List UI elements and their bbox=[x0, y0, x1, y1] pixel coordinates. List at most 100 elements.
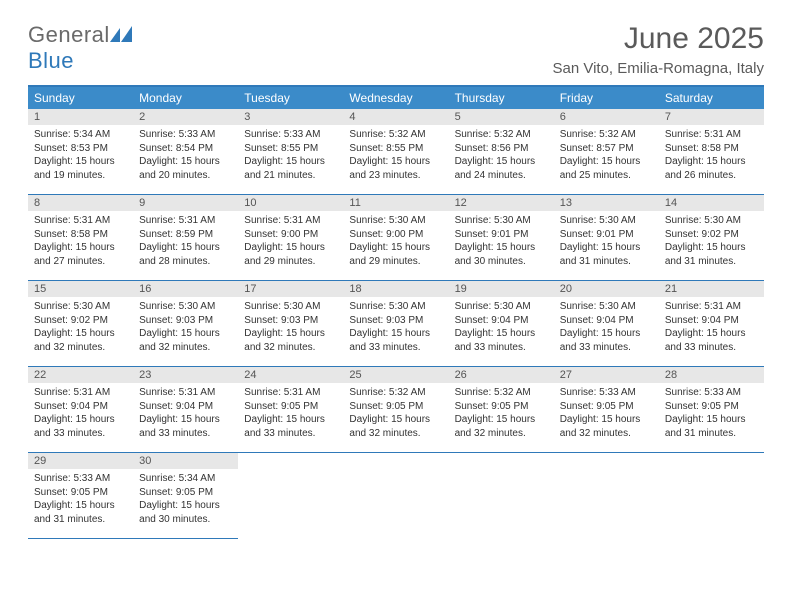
sunrise-line: Sunrise: 5:31 AM bbox=[139, 386, 232, 400]
logo-text: GeneralBlue bbox=[28, 22, 134, 74]
day-info: Sunrise: 5:32 AMSunset: 9:05 PMDaylight:… bbox=[449, 383, 554, 446]
day-number: 25 bbox=[343, 367, 448, 383]
calendar-cell: 4Sunrise: 5:32 AMSunset: 8:55 PMDaylight… bbox=[343, 109, 448, 195]
day-info: Sunrise: 5:32 AMSunset: 8:55 PMDaylight:… bbox=[343, 125, 448, 188]
daylight-line: Daylight: 15 hours and 33 minutes. bbox=[560, 327, 653, 354]
day-info: Sunrise: 5:30 AMSunset: 9:04 PMDaylight:… bbox=[449, 297, 554, 360]
daylight-line: Daylight: 15 hours and 26 minutes. bbox=[665, 155, 758, 182]
day-info: Sunrise: 5:32 AMSunset: 8:56 PMDaylight:… bbox=[449, 125, 554, 188]
sunset-line: Sunset: 9:05 PM bbox=[34, 486, 127, 500]
day-number: 9 bbox=[133, 195, 238, 211]
sunset-line: Sunset: 9:04 PM bbox=[34, 400, 127, 414]
calendar-cell: 27Sunrise: 5:33 AMSunset: 9:05 PMDayligh… bbox=[554, 367, 659, 453]
sunrise-line: Sunrise: 5:30 AM bbox=[139, 300, 232, 314]
sunrise-line: Sunrise: 5:32 AM bbox=[349, 128, 442, 142]
day-number: 18 bbox=[343, 281, 448, 297]
sunset-line: Sunset: 8:55 PM bbox=[349, 142, 442, 156]
sunrise-line: Sunrise: 5:32 AM bbox=[560, 128, 653, 142]
day-number: 6 bbox=[554, 109, 659, 125]
daylight-line: Daylight: 15 hours and 28 minutes. bbox=[139, 241, 232, 268]
calendar-page: GeneralBlue June 2025 San Vito, Emilia-R… bbox=[0, 0, 792, 539]
page-title: June 2025 bbox=[553, 22, 765, 56]
sunset-line: Sunset: 8:58 PM bbox=[665, 142, 758, 156]
sunrise-line: Sunrise: 5:30 AM bbox=[665, 214, 758, 228]
sunset-line: Sunset: 9:04 PM bbox=[665, 314, 758, 328]
logo-word-a: General bbox=[28, 22, 110, 47]
daylight-line: Daylight: 15 hours and 30 minutes. bbox=[455, 241, 548, 268]
daylight-line: Daylight: 15 hours and 21 minutes. bbox=[244, 155, 337, 182]
day-info: Sunrise: 5:31 AMSunset: 9:00 PMDaylight:… bbox=[238, 211, 343, 274]
sunrise-line: Sunrise: 5:32 AM bbox=[455, 128, 548, 142]
day-info: Sunrise: 5:33 AMSunset: 9:05 PMDaylight:… bbox=[28, 469, 133, 532]
sunrise-line: Sunrise: 5:33 AM bbox=[560, 386, 653, 400]
daylight-line: Daylight: 15 hours and 31 minutes. bbox=[665, 241, 758, 268]
weekday-header: Thursday bbox=[449, 87, 554, 109]
daylight-line: Daylight: 15 hours and 33 minutes. bbox=[349, 327, 442, 354]
day-info: Sunrise: 5:30 AMSunset: 9:03 PMDaylight:… bbox=[238, 297, 343, 360]
daylight-line: Daylight: 15 hours and 33 minutes. bbox=[139, 413, 232, 440]
day-number: 11 bbox=[343, 195, 448, 211]
calendar-cell: 5Sunrise: 5:32 AMSunset: 8:56 PMDaylight… bbox=[449, 109, 554, 195]
calendar: SundayMondayTuesdayWednesdayThursdayFrid… bbox=[28, 85, 764, 539]
weekday-header: Monday bbox=[133, 87, 238, 109]
sunrise-line: Sunrise: 5:30 AM bbox=[560, 214, 653, 228]
daylight-line: Daylight: 15 hours and 32 minutes. bbox=[349, 413, 442, 440]
daylight-line: Daylight: 15 hours and 29 minutes. bbox=[349, 241, 442, 268]
day-number: 22 bbox=[28, 367, 133, 383]
day-info: Sunrise: 5:30 AMSunset: 9:01 PMDaylight:… bbox=[449, 211, 554, 274]
calendar-cell: 23Sunrise: 5:31 AMSunset: 9:04 PMDayligh… bbox=[133, 367, 238, 453]
day-number: 1 bbox=[28, 109, 133, 125]
sunrise-line: Sunrise: 5:30 AM bbox=[349, 300, 442, 314]
weekday-header: Wednesday bbox=[343, 87, 448, 109]
day-number: 26 bbox=[449, 367, 554, 383]
sunset-line: Sunset: 9:05 PM bbox=[665, 400, 758, 414]
calendar-cell: 17Sunrise: 5:30 AMSunset: 9:03 PMDayligh… bbox=[238, 281, 343, 367]
weekday-header: Sunday bbox=[28, 87, 133, 109]
sunset-line: Sunset: 9:05 PM bbox=[455, 400, 548, 414]
sunrise-line: Sunrise: 5:31 AM bbox=[34, 214, 127, 228]
sunset-line: Sunset: 8:54 PM bbox=[139, 142, 232, 156]
day-info: Sunrise: 5:33 AMSunset: 9:05 PMDaylight:… bbox=[659, 383, 764, 446]
daylight-line: Daylight: 15 hours and 33 minutes. bbox=[455, 327, 548, 354]
daylight-line: Daylight: 15 hours and 32 minutes. bbox=[34, 327, 127, 354]
sunset-line: Sunset: 9:03 PM bbox=[139, 314, 232, 328]
day-info: Sunrise: 5:30 AMSunset: 9:00 PMDaylight:… bbox=[343, 211, 448, 274]
day-info: Sunrise: 5:34 AMSunset: 8:53 PMDaylight:… bbox=[28, 125, 133, 188]
calendar-cell: 28Sunrise: 5:33 AMSunset: 9:05 PMDayligh… bbox=[659, 367, 764, 453]
calendar-cell: 19Sunrise: 5:30 AMSunset: 9:04 PMDayligh… bbox=[449, 281, 554, 367]
sunset-line: Sunset: 9:04 PM bbox=[560, 314, 653, 328]
day-info: Sunrise: 5:30 AMSunset: 9:01 PMDaylight:… bbox=[554, 211, 659, 274]
daylight-line: Daylight: 15 hours and 32 minutes. bbox=[244, 327, 337, 354]
calendar-cell: 12Sunrise: 5:30 AMSunset: 9:01 PMDayligh… bbox=[449, 195, 554, 281]
daylight-line: Daylight: 15 hours and 33 minutes. bbox=[665, 327, 758, 354]
triangle-icon bbox=[110, 24, 134, 42]
sunrise-line: Sunrise: 5:32 AM bbox=[349, 386, 442, 400]
sunrise-line: Sunrise: 5:34 AM bbox=[139, 472, 232, 486]
weekday-header: Tuesday bbox=[238, 87, 343, 109]
daylight-line: Daylight: 15 hours and 25 minutes. bbox=[560, 155, 653, 182]
calendar-cell-empty bbox=[554, 453, 659, 539]
sunrise-line: Sunrise: 5:30 AM bbox=[244, 300, 337, 314]
sunrise-line: Sunrise: 5:31 AM bbox=[244, 386, 337, 400]
sunset-line: Sunset: 9:05 PM bbox=[244, 400, 337, 414]
daylight-line: Daylight: 15 hours and 32 minutes. bbox=[560, 413, 653, 440]
weekday-header: Saturday bbox=[659, 87, 764, 109]
calendar-cell: 7Sunrise: 5:31 AMSunset: 8:58 PMDaylight… bbox=[659, 109, 764, 195]
sunset-line: Sunset: 9:01 PM bbox=[455, 228, 548, 242]
day-info: Sunrise: 5:31 AMSunset: 9:04 PMDaylight:… bbox=[133, 383, 238, 446]
day-number: 24 bbox=[238, 367, 343, 383]
title-block: June 2025 San Vito, Emilia-Romagna, Ital… bbox=[553, 22, 765, 77]
day-number: 4 bbox=[343, 109, 448, 125]
day-number: 20 bbox=[554, 281, 659, 297]
calendar-cell: 10Sunrise: 5:31 AMSunset: 9:00 PMDayligh… bbox=[238, 195, 343, 281]
location-subtitle: San Vito, Emilia-Romagna, Italy bbox=[553, 60, 765, 77]
sunrise-line: Sunrise: 5:33 AM bbox=[34, 472, 127, 486]
daylight-line: Daylight: 15 hours and 31 minutes. bbox=[34, 499, 127, 526]
calendar-cell-empty bbox=[238, 453, 343, 539]
calendar-cell: 9Sunrise: 5:31 AMSunset: 8:59 PMDaylight… bbox=[133, 195, 238, 281]
day-number: 17 bbox=[238, 281, 343, 297]
day-number: 15 bbox=[28, 281, 133, 297]
day-number: 21 bbox=[659, 281, 764, 297]
day-number: 8 bbox=[28, 195, 133, 211]
calendar-cell: 1Sunrise: 5:34 AMSunset: 8:53 PMDaylight… bbox=[28, 109, 133, 195]
